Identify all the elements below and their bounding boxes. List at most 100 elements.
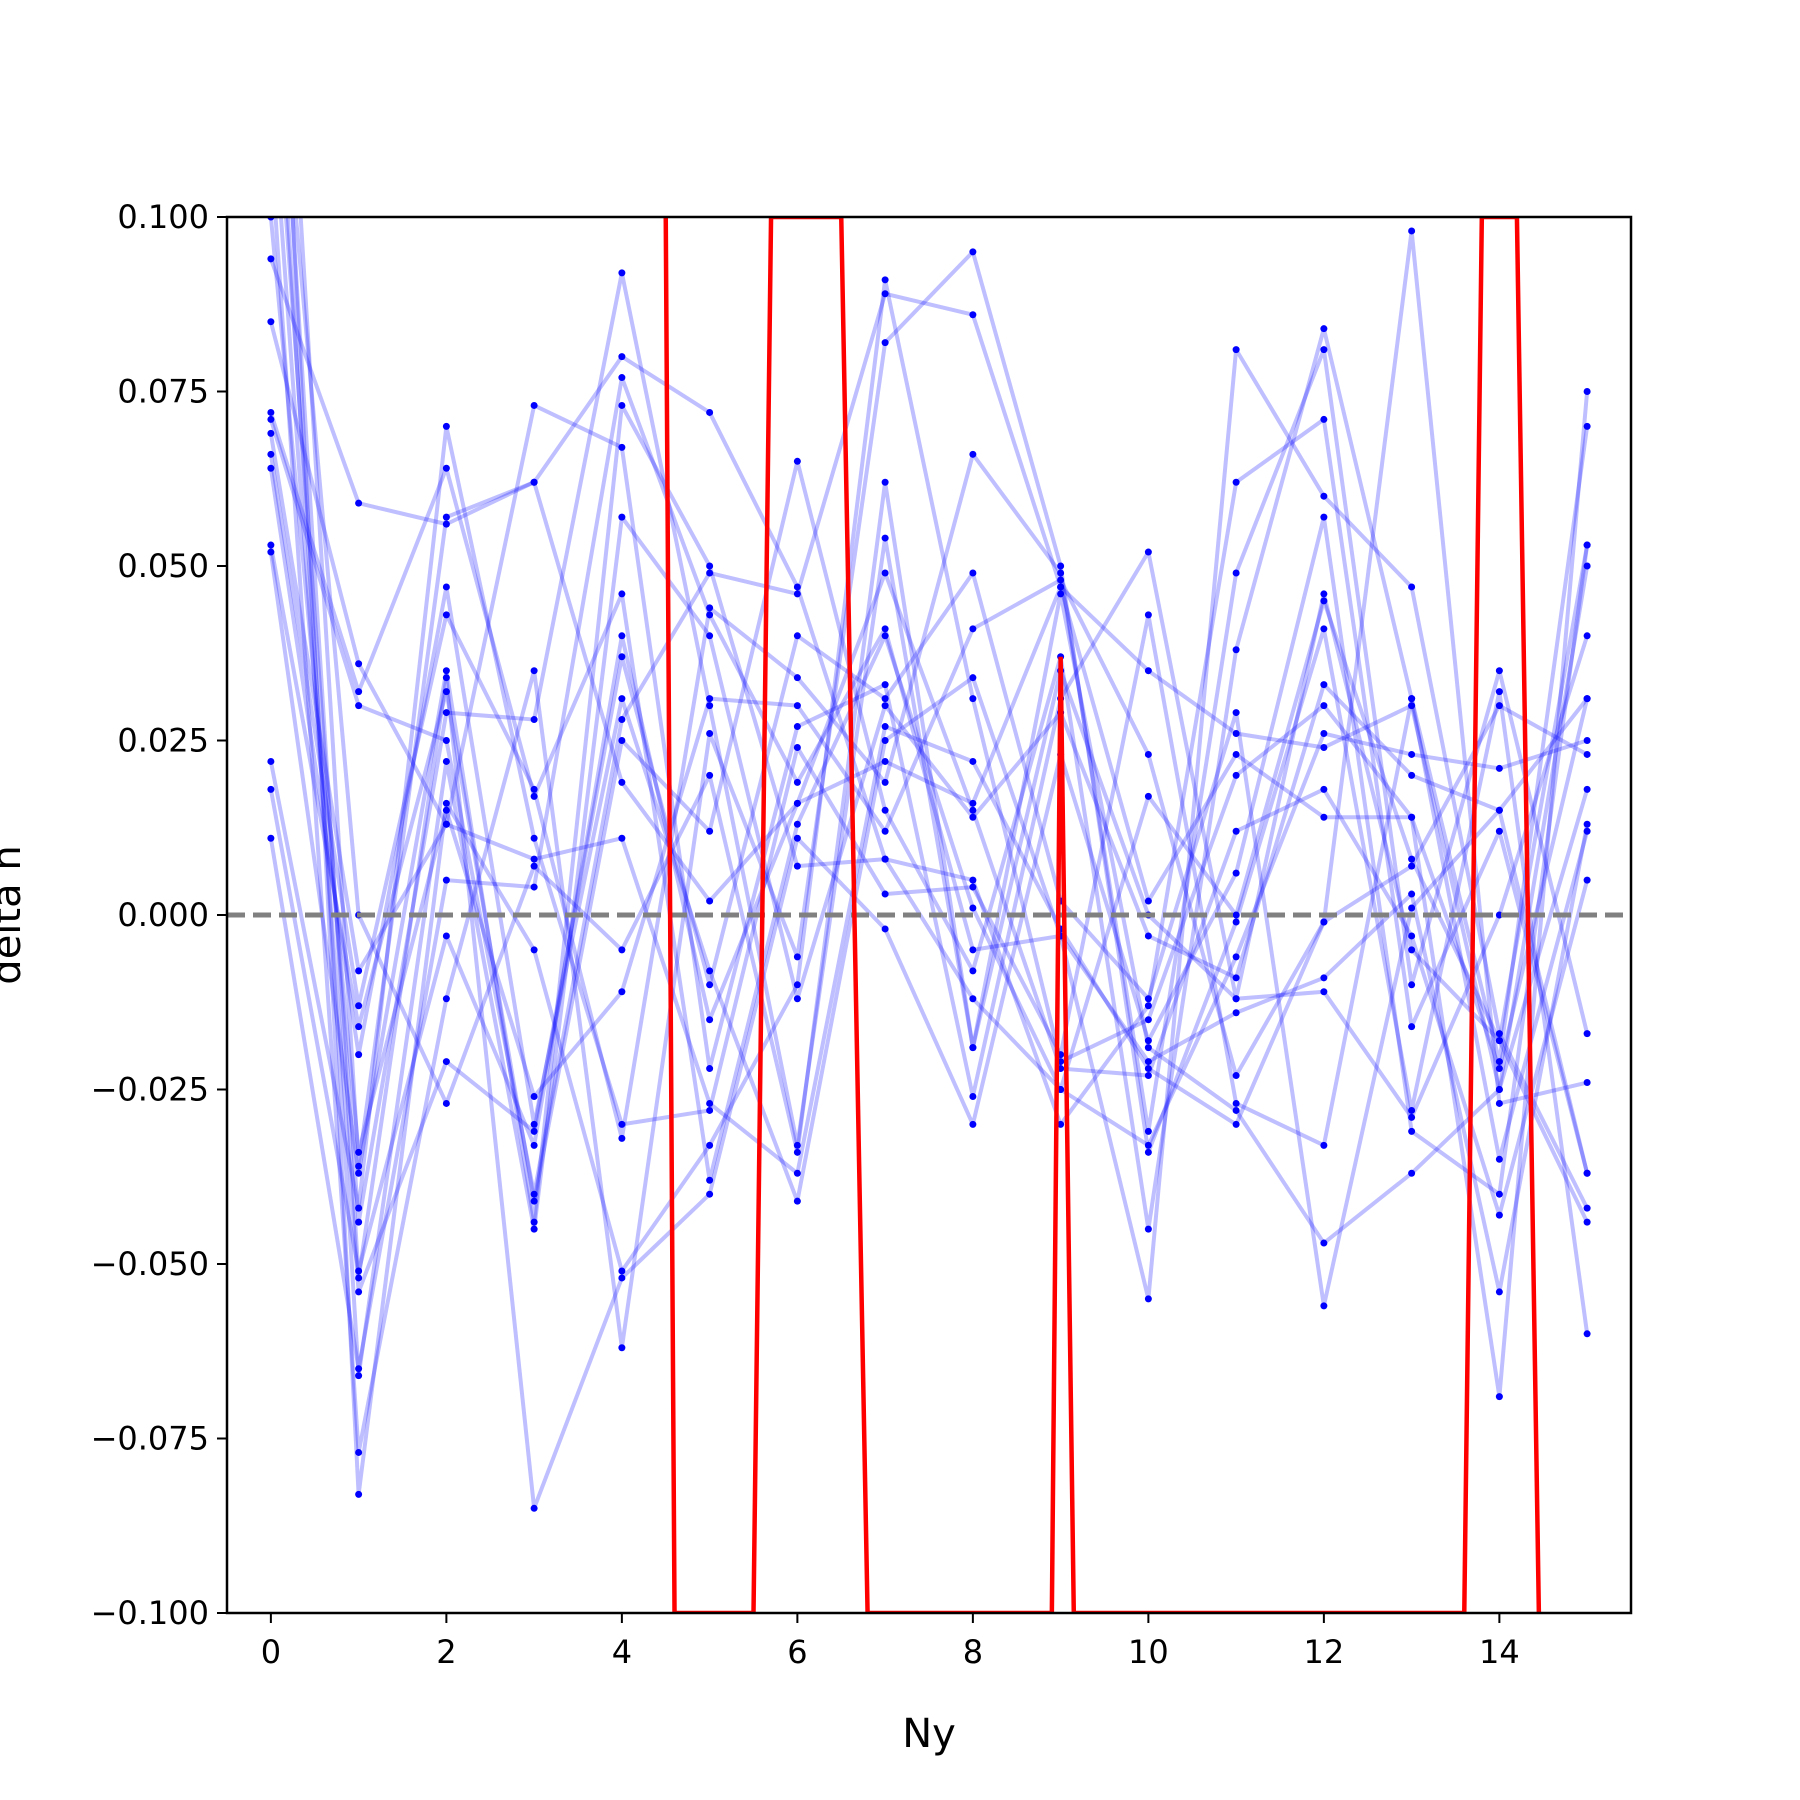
data-point-13-11 xyxy=(1232,771,1240,779)
data-point-20-13 xyxy=(1408,1113,1416,1121)
data-point-3-4 xyxy=(618,716,626,724)
data-point-9-11 xyxy=(1232,1099,1240,1107)
data-point-6-10 xyxy=(1144,1295,1152,1303)
data-point-5-14 xyxy=(1495,667,1503,675)
data-point-6-4 xyxy=(618,695,626,703)
data-point-15-10 xyxy=(1144,995,1152,1003)
data-point-19-8 xyxy=(969,625,977,633)
data-point-2-2 xyxy=(442,464,450,472)
series-line-17 xyxy=(273,217,1590,1455)
data-point-16-14 xyxy=(1495,1190,1503,1198)
series-line-1 xyxy=(268,321,1589,1176)
data-point-7-14 xyxy=(1495,1155,1503,1163)
data-point-9-8 xyxy=(969,883,977,891)
data-point-9-3 xyxy=(530,834,538,842)
data-point-14-0 xyxy=(267,4,274,11)
data-point-8-0 xyxy=(267,548,275,556)
data-point-3-10 xyxy=(1144,667,1152,675)
data-point-3-3 xyxy=(530,1190,538,1198)
data-point-11-14 xyxy=(1495,1288,1503,1296)
data-point-5-11 xyxy=(1232,569,1240,577)
data-point-7-1 xyxy=(355,1023,363,1031)
data-point-19-6 xyxy=(793,702,801,710)
data-point-10-1 xyxy=(355,1267,363,1275)
axes-layer: 0 2 4 6 8 10 12 14 −0.100 −0.075 −0.050 −0.025 0.000… xyxy=(91,198,1520,1671)
data-point-16-4 xyxy=(618,1274,626,1282)
data-point-6-12 xyxy=(1320,492,1328,500)
data-point-7-5 xyxy=(706,827,714,835)
data-point-14-12 xyxy=(1320,1239,1328,1247)
data-point-5-15 xyxy=(1583,1030,1591,1038)
data-point-10-14 xyxy=(1495,1211,1503,1219)
data-point-1-1 xyxy=(355,660,363,668)
data-point-2-15 xyxy=(1583,1218,1591,1226)
series-line-16 xyxy=(290,217,1590,1511)
data-point-3-15 xyxy=(1583,785,1591,793)
data-point-11-12 xyxy=(1320,974,1328,982)
data-point-10-4 xyxy=(618,632,626,640)
data-point-0-14 xyxy=(1495,1065,1503,1073)
series-line-14 xyxy=(283,217,1590,1246)
data-point-18-14 xyxy=(1495,827,1503,835)
data-point-11-13 xyxy=(1408,890,1416,898)
data-point-6-14 xyxy=(1495,1030,1503,1038)
data-point-6-8 xyxy=(969,674,977,682)
data-point-10-15 xyxy=(1583,876,1591,884)
data-point-3-1 xyxy=(355,702,363,710)
data-point-14-9 xyxy=(1057,590,1065,598)
y-tick-label: −0.100 xyxy=(91,1594,209,1632)
data-point-12-5 xyxy=(706,632,714,640)
data-point-3-12 xyxy=(1320,743,1328,751)
data-point-14-13 xyxy=(1408,1169,1416,1177)
data-point-12-12 xyxy=(1320,681,1328,689)
data-point-15-15 xyxy=(1583,695,1591,703)
data-point-5-13 xyxy=(1408,981,1416,989)
data-point-11-5 xyxy=(706,611,714,619)
series-layer xyxy=(267,4,1591,1512)
data-point-3-2 xyxy=(442,737,450,744)
data-point-17-11 xyxy=(1232,918,1240,926)
data-point-14-1 xyxy=(355,1218,363,1226)
data-point-14-11 xyxy=(1232,1106,1240,1114)
data-point-9-12 xyxy=(1320,1141,1328,1149)
data-point-14-3 xyxy=(530,716,538,724)
data-point-5-12 xyxy=(1320,346,1328,354)
data-point-5-4 xyxy=(618,1134,626,1142)
data-point-10-11 xyxy=(1232,827,1240,835)
data-point-8-1 xyxy=(355,1169,363,1177)
data-point-7-10 xyxy=(1144,1225,1152,1233)
data-point-3-0 xyxy=(267,415,275,423)
data-point-19-2 xyxy=(442,806,450,814)
data-point-16-2 xyxy=(442,674,450,682)
data-point-8-10 xyxy=(1144,1141,1152,1149)
data-point-19-3 xyxy=(530,1092,538,1100)
data-point-12-11 xyxy=(1232,974,1240,982)
y-tick-label: 0.100 xyxy=(117,198,209,236)
data-point-0-4 xyxy=(618,778,626,786)
data-point-16-7 xyxy=(881,925,889,933)
data-point-13-7 xyxy=(881,276,889,284)
data-point-9-1 xyxy=(355,1204,363,1212)
data-point-5-6 xyxy=(793,674,801,682)
data-point-15-12 xyxy=(1320,1302,1328,1310)
data-point-17-6 xyxy=(793,953,801,961)
data-point-0-5 xyxy=(706,897,714,905)
data-point-16-8 xyxy=(969,1120,977,1128)
data-point-2-3 xyxy=(530,792,538,800)
x-tick-label: 0 xyxy=(261,1633,281,1671)
data-point-1-11 xyxy=(1232,1120,1240,1128)
data-point-16-13 xyxy=(1408,1127,1416,1135)
data-point-20-12 xyxy=(1320,988,1328,996)
data-point-20-7 xyxy=(881,478,889,486)
data-point-10-2 xyxy=(442,932,450,940)
data-point-2-13 xyxy=(1408,855,1416,863)
data-point-18-8 xyxy=(969,876,977,884)
data-point-17-5 xyxy=(706,730,714,738)
data-point-20-11 xyxy=(1232,995,1240,1003)
data-point-17-13 xyxy=(1408,1106,1416,1114)
data-point-19-13 xyxy=(1408,227,1416,235)
data-point-4-7 xyxy=(881,681,889,689)
data-point-12-4 xyxy=(618,513,626,521)
data-point-12-2 xyxy=(442,757,450,765)
data-point-3-9 xyxy=(1057,583,1065,591)
